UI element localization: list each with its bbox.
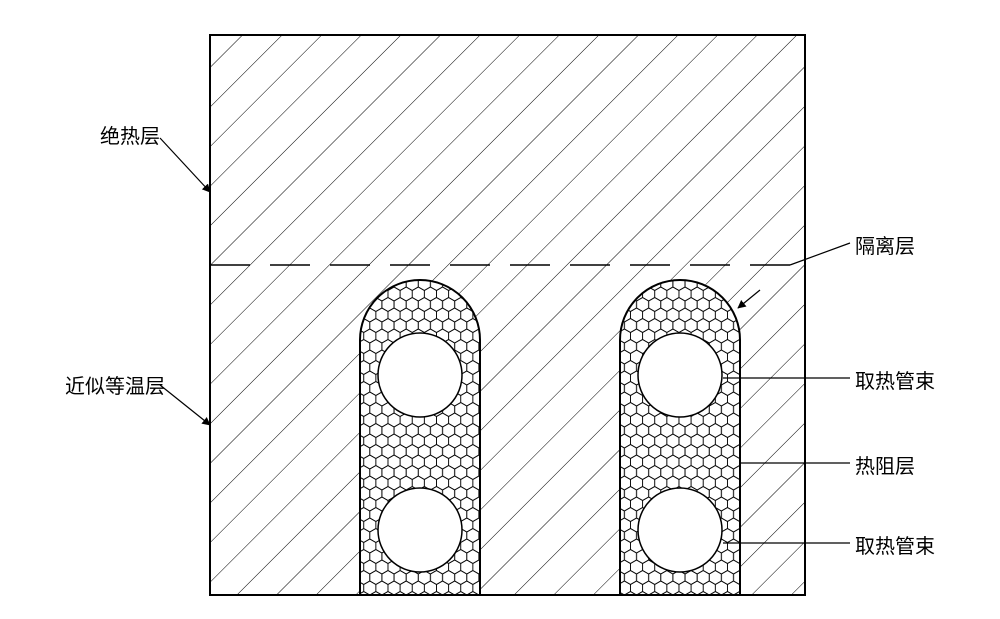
callout-label: 近似等温层 <box>65 370 165 399</box>
callout-label: 隔离层 <box>855 230 915 259</box>
callout-label: 热阻层 <box>855 450 915 479</box>
callout-label: 取热管束 <box>855 365 935 394</box>
callout-label: 取热管束 <box>855 530 935 559</box>
cross-section-diagram <box>0 0 1000 619</box>
callout-label: 绝热层 <box>100 120 160 149</box>
